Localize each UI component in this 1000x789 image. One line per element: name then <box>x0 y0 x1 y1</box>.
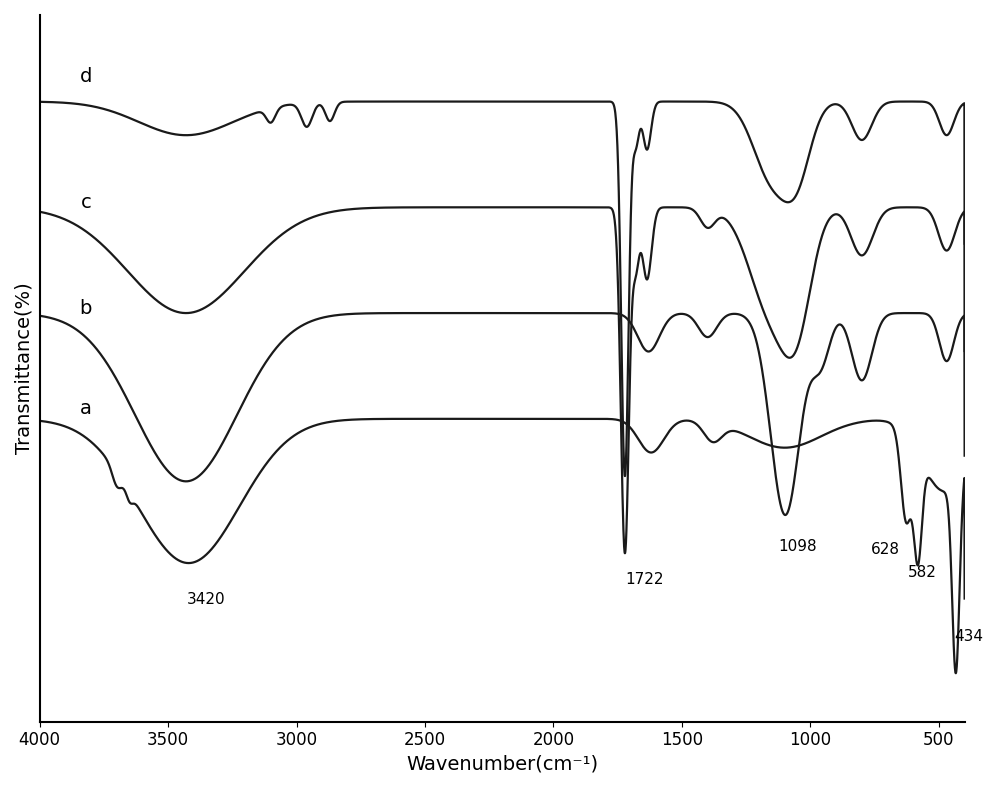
Text: 1722: 1722 <box>625 572 663 587</box>
Text: 628: 628 <box>871 542 900 557</box>
X-axis label: Wavenumber(cm⁻¹): Wavenumber(cm⁻¹) <box>406 755 598 774</box>
Text: 582: 582 <box>908 565 937 580</box>
Text: b: b <box>80 299 92 318</box>
Text: 3420: 3420 <box>187 592 226 607</box>
Text: d: d <box>80 67 92 86</box>
Text: a: a <box>80 399 92 418</box>
Text: 434: 434 <box>954 630 983 645</box>
Text: c: c <box>80 193 91 212</box>
Y-axis label: Transmittance(%): Transmittance(%) <box>15 282 34 454</box>
Text: 1098: 1098 <box>778 539 817 554</box>
